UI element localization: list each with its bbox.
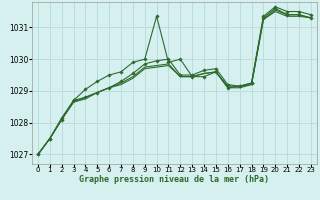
X-axis label: Graphe pression niveau de la mer (hPa): Graphe pression niveau de la mer (hPa) (79, 175, 269, 184)
